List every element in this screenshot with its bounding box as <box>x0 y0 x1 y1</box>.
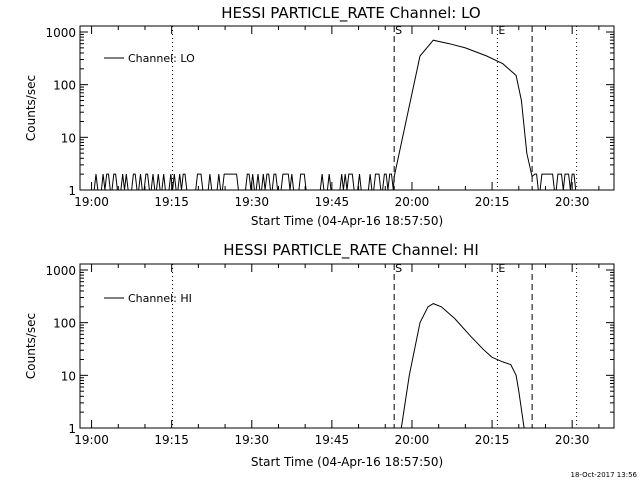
lo-series-line <box>93 39 578 191</box>
hi-x-axis-label: Start Time (04-Apr-16 18:57:50) <box>251 455 443 469</box>
x-tick-label: 20:30 <box>555 433 590 447</box>
hi-ticks: 19:00 19:15 19:30 19:45 20:00 20:15 20:30 1 10 10… <box>45 264 614 447</box>
hi-plot-frame <box>79 263 615 429</box>
y-tick-label: 1 <box>68 422 76 436</box>
x-tick-label: 19:00 <box>74 433 109 447</box>
y-tick-label: 10 <box>61 131 76 145</box>
y-tick-label: 100 <box>53 317 76 331</box>
x-tick-label: 20:00 <box>395 433 430 447</box>
y-tick-label: 10 <box>61 369 76 383</box>
hi-series <box>400 303 525 429</box>
event-marker-label: E <box>498 24 505 37</box>
lo-chart-title: HESSI PARTICLE_RATE Channel: LO <box>221 4 480 23</box>
x-tick-label: 19:45 <box>315 433 350 447</box>
x-tick-label: 19:45 <box>315 195 350 209</box>
event-marker-label: S <box>395 24 402 37</box>
timestamp-label: 18-Oct-2017 13:56 <box>571 471 638 479</box>
lo-ticks: 19:00 19:15 19:30 19:45 20:00 20:15 20:30 1 10 10… <box>45 26 614 209</box>
hi-series-line <box>400 303 525 429</box>
hi-legend-label: Channel: HI <box>128 292 192 305</box>
event-marker-label: E <box>498 262 505 275</box>
lo-panel: HESSI PARTICLE_RATE Channel: LO Counts/s… <box>24 4 615 228</box>
hi-chart-title: HESSI PARTICLE_RATE Channel: HI <box>223 241 479 260</box>
x-tick-label: 20:15 <box>475 195 510 209</box>
x-tick-label: 19:00 <box>74 195 109 209</box>
event-marker-label: S <box>395 262 402 275</box>
lo-legend-label: Channel: LO <box>128 52 195 65</box>
lo-series <box>93 39 578 191</box>
y-tick-label: 1000 <box>45 26 76 40</box>
x-tick-label: 20:15 <box>475 433 510 447</box>
lo-y-axis-label: Counts/sec <box>24 75 38 141</box>
y-tick-label: 1000 <box>45 264 76 278</box>
hi-panel: HESSI PARTICLE_RATE Channel: HI Counts/s… <box>24 241 615 469</box>
x-tick-label: 19:30 <box>234 433 269 447</box>
x-tick-label: 19:15 <box>154 195 189 209</box>
x-tick-label: 19:15 <box>154 433 189 447</box>
y-tick-label: 1 <box>68 184 76 198</box>
x-tick-label: 20:30 <box>555 195 590 209</box>
lo-x-axis-label: Start Time (04-Apr-16 18:57:50) <box>251 214 443 228</box>
x-tick-label: 19:30 <box>234 195 269 209</box>
x-tick-label: 20:00 <box>395 195 430 209</box>
y-tick-label: 100 <box>53 79 76 93</box>
hi-y-axis-label: Counts/sec <box>24 313 38 379</box>
